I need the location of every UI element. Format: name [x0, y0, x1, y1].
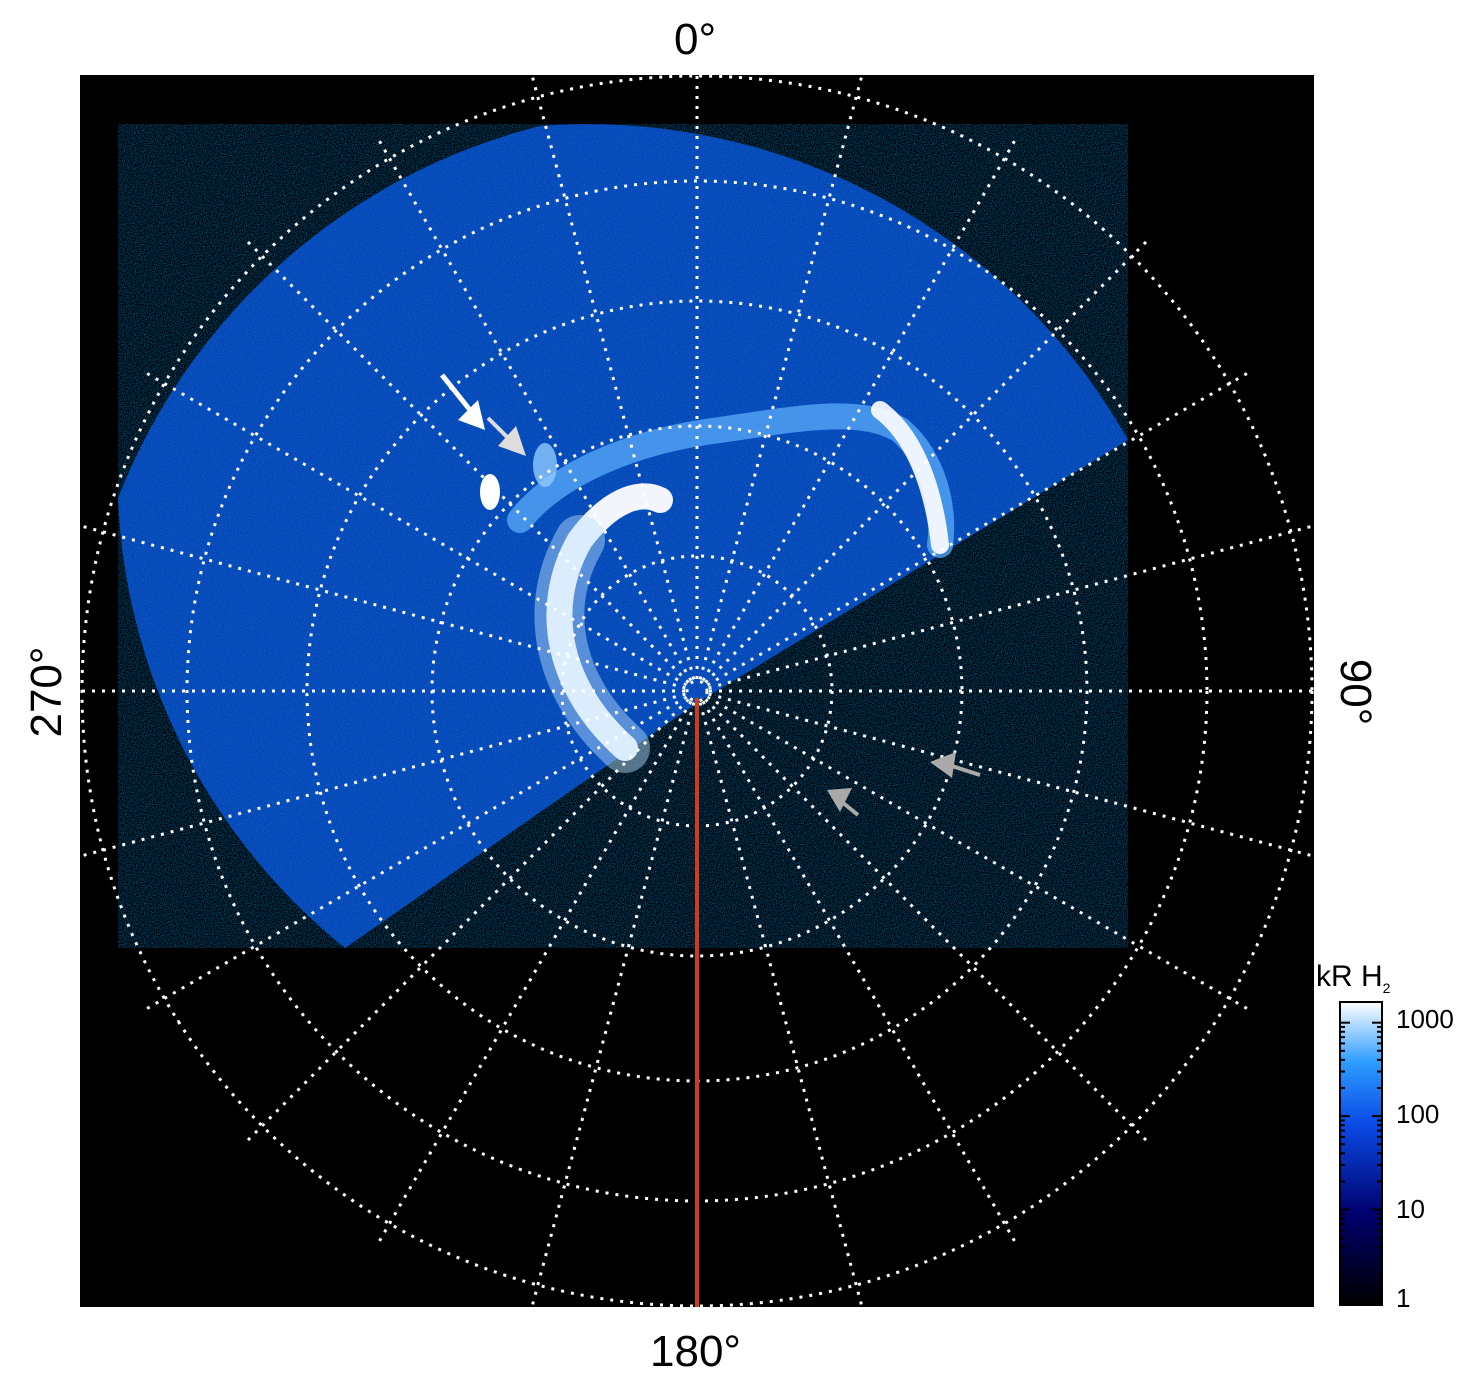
- colorbar-title-sub: 2: [1382, 980, 1391, 996]
- angle-label-left: 270°: [22, 646, 71, 738]
- colorbar-ticks: [1340, 1021, 1382, 1304]
- gray-arrow-right: [930, 752, 981, 778]
- angle-label-top: 0°: [674, 15, 717, 64]
- colorbar: [1339, 1001, 1383, 1306]
- angle-label-bottom: 180°: [650, 1327, 742, 1376]
- colorbar-gradient: [1339, 1001, 1383, 1306]
- light-gray-arrow: [486, 416, 526, 456]
- gray-arrow-lower: [827, 788, 860, 817]
- colorbar-tick-label: 1000: [1396, 1004, 1454, 1034]
- feature-arrows: [440, 373, 981, 817]
- colorbar-tick-label: 1: [1396, 1283, 1411, 1313]
- colorbar-title-main: kR H: [1316, 960, 1383, 993]
- colorbar-tick-label: 10: [1396, 1194, 1425, 1224]
- white-arrow: [440, 373, 485, 430]
- colorbar-title: kR H2: [1316, 960, 1390, 996]
- colorbar-tick-label: 100: [1396, 1099, 1440, 1129]
- emission-noise: [118, 124, 1128, 948]
- angle-label-right: 90°: [1331, 658, 1380, 726]
- auroral-oval-emission: [480, 401, 955, 773]
